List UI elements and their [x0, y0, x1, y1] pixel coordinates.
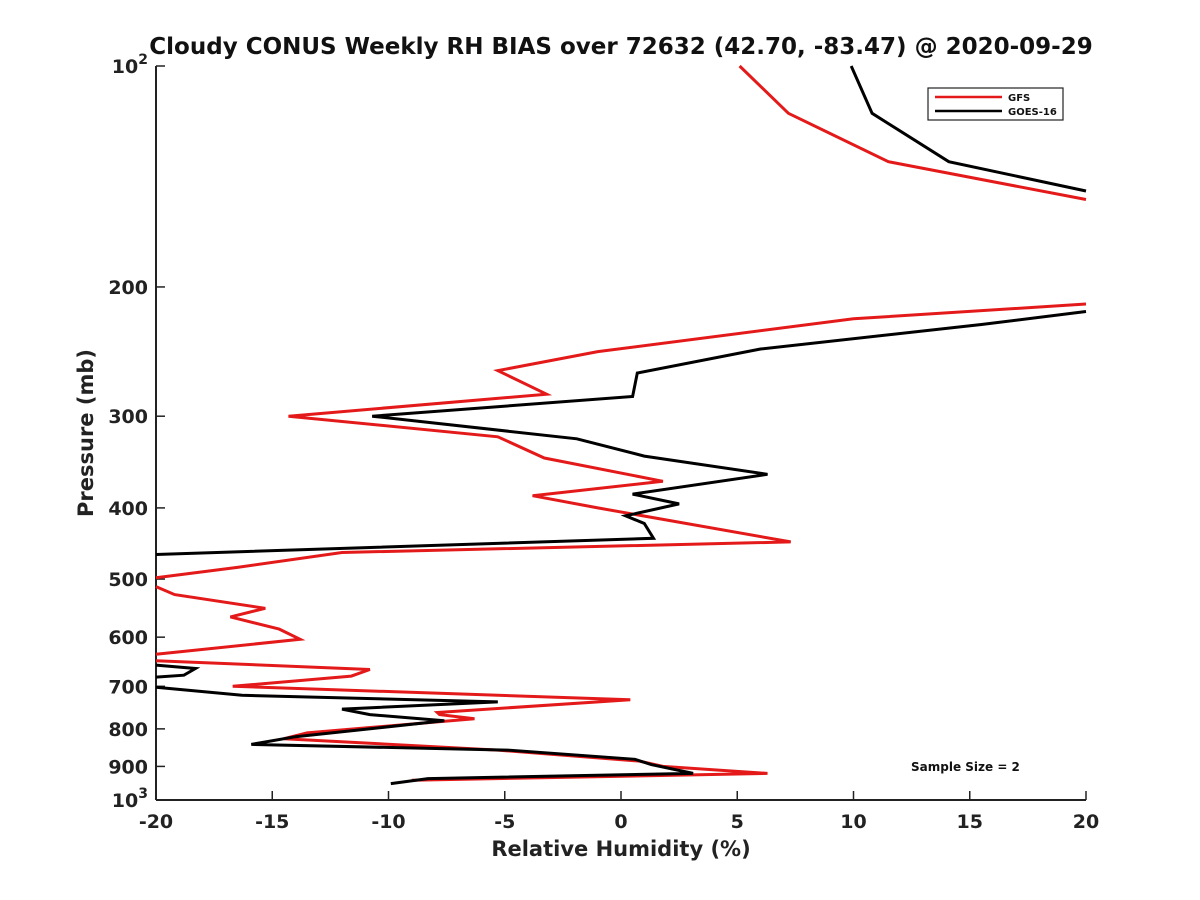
y-tick-label: 600: [108, 627, 148, 649]
x-tick-label: -5: [494, 811, 515, 833]
x-tick-label: 0: [614, 811, 627, 833]
x-tick-label: 5: [731, 811, 744, 833]
y-tick-label: 700: [108, 676, 148, 698]
x-tick-label: 10: [840, 811, 866, 833]
series-line-goes16: [849, 65, 1087, 193]
y-tick-label: 103: [112, 786, 148, 812]
legend-label-goes16: GOES-16: [1008, 107, 1057, 118]
series-line-goes16: [155, 310, 1087, 556]
y-tick-label: 400: [108, 498, 148, 520]
legend-label-gfs: GFS: [1008, 93, 1030, 104]
y-tick-label: 900: [108, 756, 148, 778]
series-line-goes16: [155, 685, 694, 786]
series-line-gfs: [155, 585, 306, 656]
y-tick-label: 200: [108, 277, 148, 299]
x-tick-label: -15: [255, 811, 289, 833]
x-axis-label: Relative Humidity (%): [491, 837, 750, 861]
y-tick-label: 102: [112, 52, 148, 78]
x-tick-label: 20: [1073, 811, 1099, 833]
y-tick-label: 500: [108, 569, 148, 591]
legend-box: [927, 87, 1064, 121]
sample-size-annotation: Sample Size = 2: [911, 760, 1020, 774]
series-line-gfs: [155, 302, 1087, 580]
ticks: -20 -15 -10 -5 0 5 10 15 20 102 200 300 400 500 600 700…: [108, 52, 1099, 833]
chart-title: Cloudy CONUS Weekly RH BIAS over 72632 (…: [149, 34, 1092, 60]
x-tick-label: 15: [957, 811, 983, 833]
series-line-gfs: [738, 64, 1087, 201]
legend: GFS GOES-16: [927, 87, 1064, 121]
x-tick-label: -10: [371, 811, 405, 833]
y-tick-label: 300: [108, 406, 148, 428]
series-lines: [155, 64, 1087, 786]
y-tick-label: 800: [108, 719, 148, 741]
y-axis-label: Pressure (mb): [74, 349, 98, 517]
x-tick-label: -20: [139, 811, 173, 833]
series-line-goes16: [155, 663, 201, 679]
